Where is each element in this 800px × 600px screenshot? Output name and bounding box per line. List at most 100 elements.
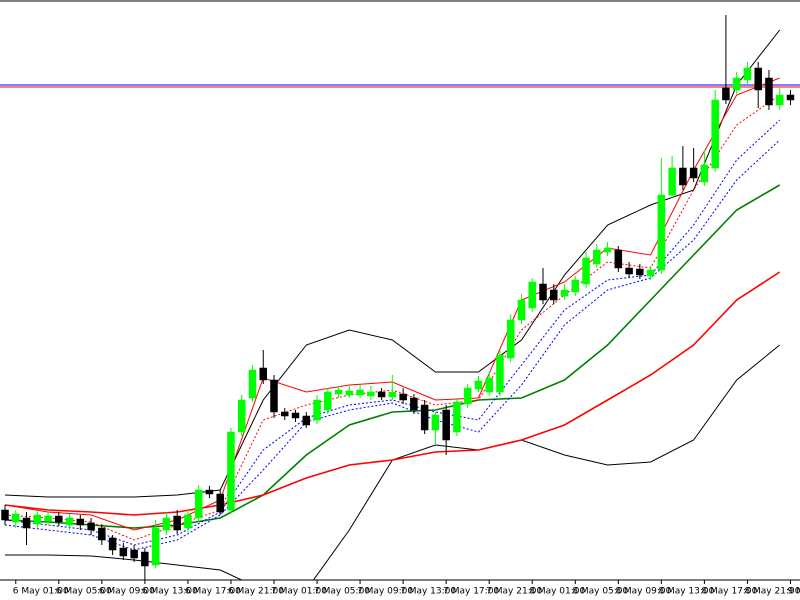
candle-body bbox=[775, 94, 784, 106]
candle-body bbox=[55, 515, 63, 523]
candle-body bbox=[281, 411, 289, 417]
x-tick-label: 6 May 09:00 bbox=[99, 587, 155, 597]
x-tick-label: 6 May 17:00 bbox=[185, 587, 241, 597]
candle-body bbox=[786, 94, 795, 101]
candle-body bbox=[108, 537, 117, 551]
candle-body bbox=[657, 194, 666, 271]
candle-body bbox=[743, 67, 752, 81]
candle-body bbox=[367, 391, 375, 397]
x-tick-label: 6 May 13:00 bbox=[142, 587, 198, 597]
candle-body bbox=[431, 414, 440, 431]
indicator-line bbox=[4, 29, 781, 498]
candle-body bbox=[539, 283, 547, 301]
candle-body bbox=[345, 390, 354, 396]
candle-body bbox=[162, 517, 171, 531]
candle-body bbox=[130, 549, 138, 559]
x-tick-label: 9 May 01:00 bbox=[787, 587, 800, 597]
candle-body bbox=[517, 299, 526, 321]
candle-body bbox=[636, 268, 644, 276]
x-tick-label: 6 May 05:00 bbox=[56, 587, 112, 597]
x-tick-label: 7 May 21:00 bbox=[486, 587, 542, 597]
x-tick-label: 8 May 21:00 bbox=[744, 587, 800, 597]
x-tick-label: 8 May 05:00 bbox=[572, 587, 628, 597]
x-tick-label: 8 May 09:00 bbox=[615, 587, 671, 597]
candle-body bbox=[560, 289, 569, 297]
x-tick-label: 8 May 13:00 bbox=[658, 587, 714, 597]
indicator-line bbox=[4, 271, 781, 516]
candle-body bbox=[141, 551, 149, 567]
candle-body bbox=[506, 319, 515, 359]
candle-body bbox=[700, 164, 709, 183]
candle-body bbox=[237, 399, 246, 433]
candle-body bbox=[12, 513, 20, 523]
x-tick-label: 7 May 01:00 bbox=[271, 587, 327, 597]
candle-body bbox=[65, 517, 74, 526]
candle-body bbox=[324, 391, 332, 411]
candle-body bbox=[87, 522, 95, 531]
candle-body bbox=[22, 517, 31, 529]
x-tick-label: 7 May 17:00 bbox=[443, 587, 499, 597]
x-tick-label: 6 May 01:00 bbox=[13, 587, 69, 597]
candle-body bbox=[1, 509, 9, 521]
candle-body bbox=[679, 167, 687, 186]
candle-body bbox=[194, 489, 203, 519]
candle-body bbox=[593, 249, 601, 265]
x-tick-label: 7 May 05:00 bbox=[314, 587, 370, 597]
candle-body bbox=[259, 367, 267, 381]
candle-body bbox=[463, 387, 472, 405]
candle-body bbox=[765, 77, 773, 106]
candle-body bbox=[732, 77, 741, 91]
indicator-line bbox=[4, 184, 781, 529]
candle-body bbox=[485, 377, 493, 393]
x-tick-label: 8 May 01:00 bbox=[529, 587, 585, 597]
candle-body bbox=[33, 514, 42, 525]
candle-body bbox=[474, 380, 483, 390]
candle-body bbox=[625, 267, 633, 275]
candle-body bbox=[270, 379, 278, 413]
indicator-line bbox=[4, 77, 780, 531]
candle-body bbox=[377, 391, 386, 398]
candle-body bbox=[184, 514, 192, 529]
candle-body bbox=[173, 515, 181, 531]
candle-body bbox=[119, 547, 128, 557]
candle-body bbox=[614, 249, 623, 269]
indicator-line bbox=[4, 94, 780, 541]
candle-body bbox=[227, 431, 235, 511]
candle-body bbox=[151, 527, 160, 566]
indicator-line bbox=[4, 119, 781, 546]
candle-body bbox=[689, 167, 698, 179]
candle-body bbox=[646, 269, 655, 277]
candle-body bbox=[334, 389, 343, 395]
candle-body bbox=[582, 257, 590, 285]
candle-body bbox=[571, 279, 580, 293]
candle-body bbox=[291, 412, 300, 419]
candle-body bbox=[313, 399, 321, 421]
candle-body bbox=[496, 354, 504, 393]
candle-body bbox=[356, 389, 364, 396]
candle-body bbox=[550, 289, 558, 301]
candle-body bbox=[722, 87, 730, 101]
candle-body bbox=[442, 409, 450, 441]
candle-body bbox=[44, 515, 52, 522]
candle-body bbox=[216, 493, 224, 513]
candle-body bbox=[302, 415, 311, 426]
candle-body bbox=[420, 404, 429, 431]
plot-area bbox=[0, 15, 800, 580]
candle-body bbox=[453, 401, 461, 433]
candle-body bbox=[399, 393, 407, 401]
candle-body bbox=[711, 99, 719, 169]
candle-body bbox=[248, 369, 257, 399]
x-tick-label: 7 May 09:00 bbox=[357, 587, 413, 597]
candle-body bbox=[603, 247, 612, 253]
candle-body bbox=[410, 397, 418, 411]
x-tick-label: 8 May 17:00 bbox=[701, 587, 757, 597]
candle-body bbox=[98, 527, 106, 541]
x-tick-label: 6 May 21:00 bbox=[228, 587, 284, 597]
x-tick-label: 7 May 13:00 bbox=[400, 587, 456, 597]
candle-body bbox=[388, 391, 397, 398]
candle-body bbox=[668, 167, 676, 196]
candle-body bbox=[528, 281, 536, 309]
candle-body bbox=[76, 518, 85, 526]
candle-body bbox=[754, 67, 762, 91]
